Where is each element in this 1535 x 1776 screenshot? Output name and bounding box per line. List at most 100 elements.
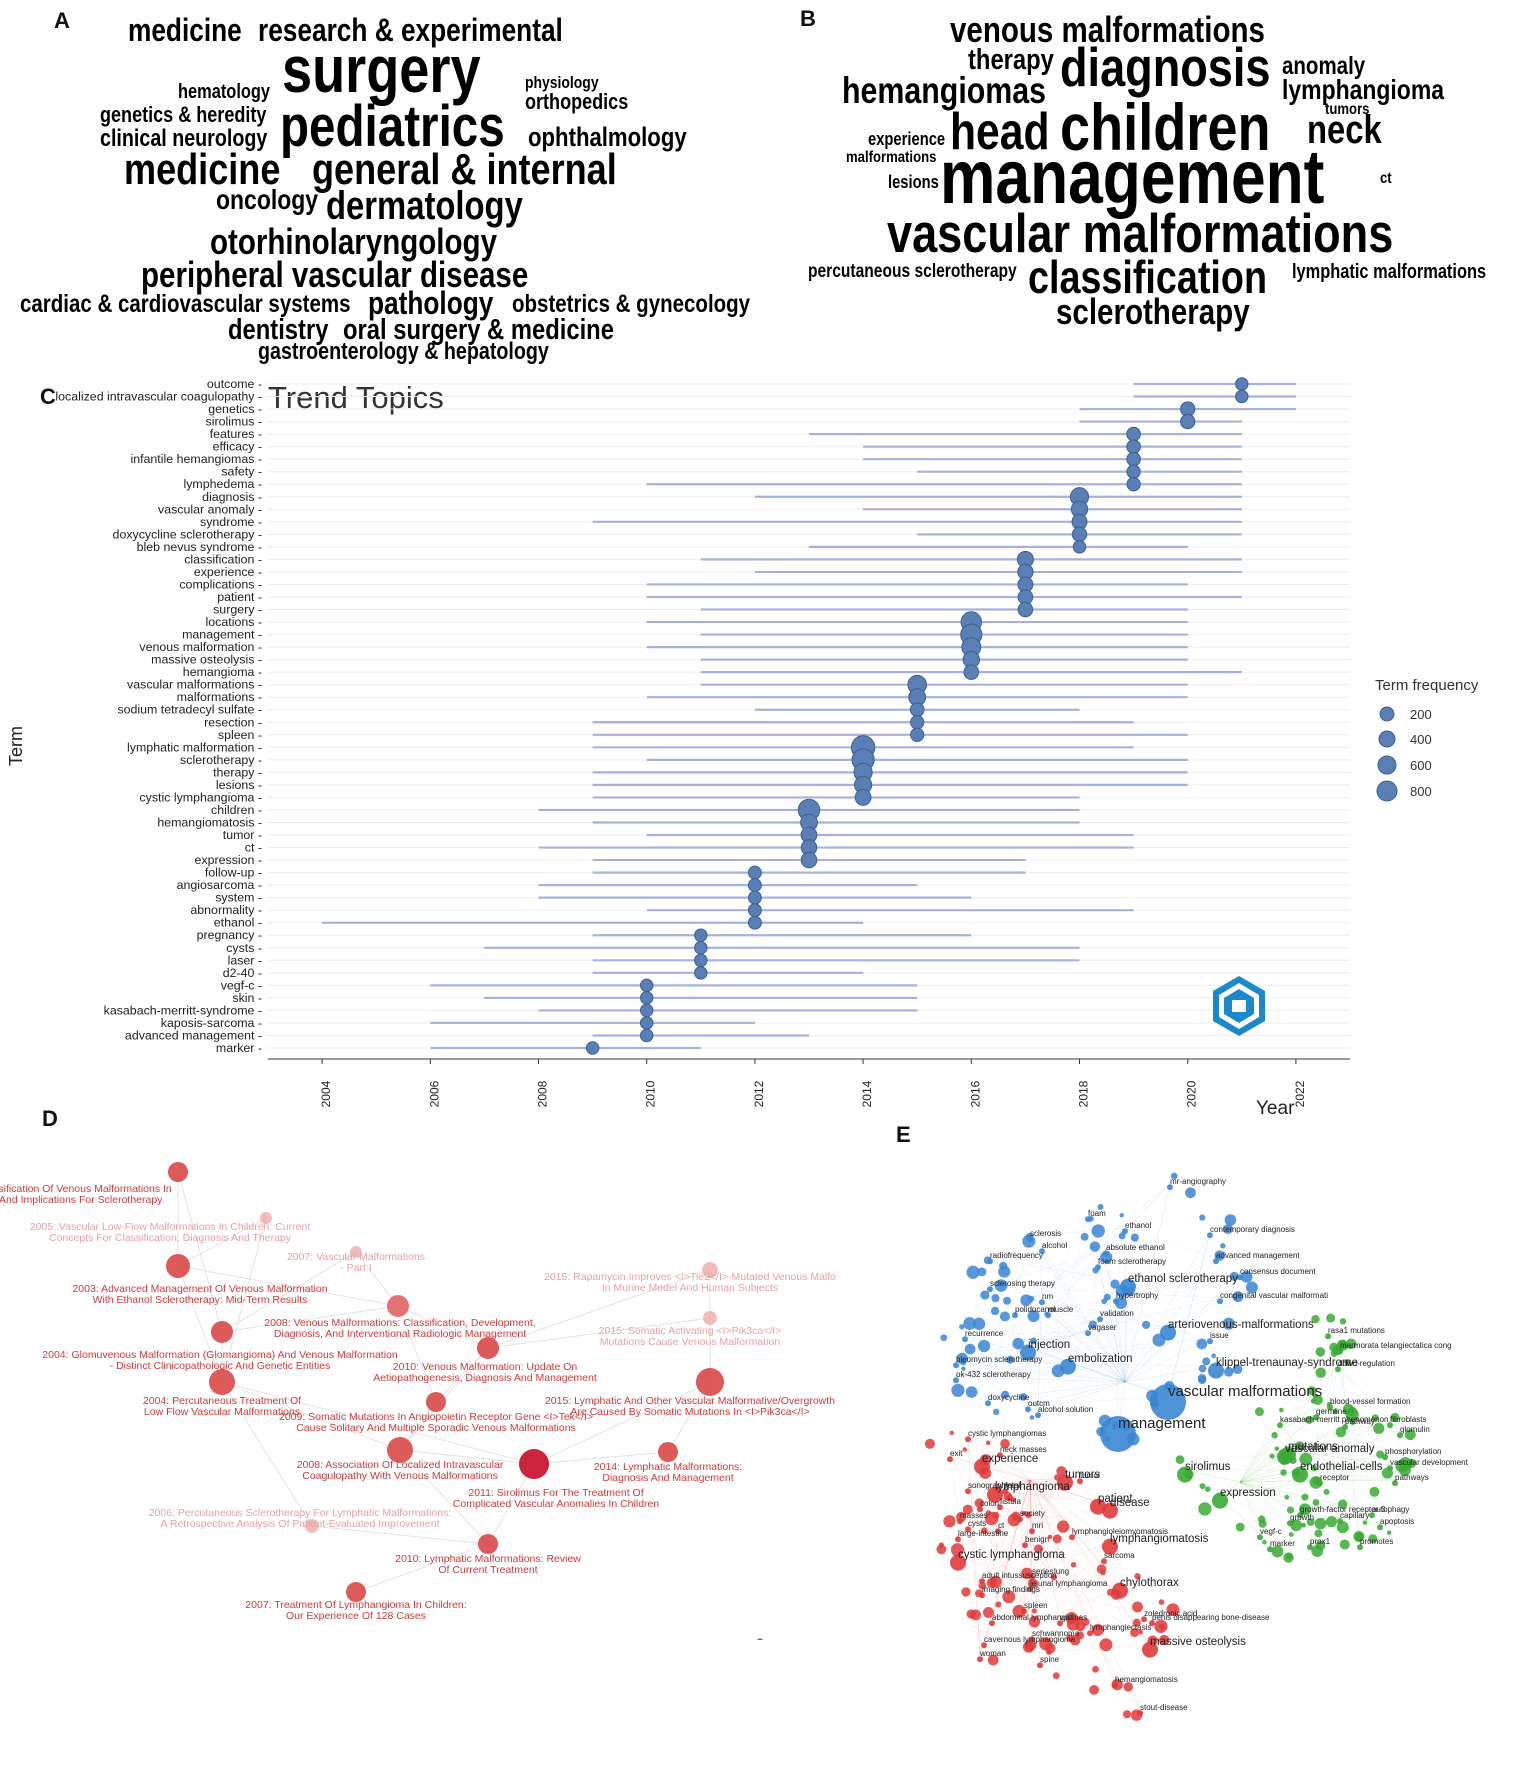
citation-edge: [311, 1525, 489, 1545]
cooccurrence-label: congenital vascular malformati: [1220, 1291, 1328, 1300]
term-label: laser -: [228, 953, 262, 967]
cloud-word: oncology: [216, 184, 319, 215]
cooccurrence-node: [1024, 1638, 1037, 1651]
term-median-dot: [1180, 413, 1196, 430]
cooccurrence-label: stout-disease: [1140, 1703, 1188, 1712]
cooccurrence-edge: [1184, 1449, 1289, 1471]
x-tick-label: 2020: [1185, 1080, 1199, 1107]
cooccurrence-edge: [955, 1376, 1126, 1383]
cooccurrence-edge: [994, 1489, 1055, 1575]
legend-title: Term frequency: [1375, 677, 1479, 694]
cooccurrence-node: [1056, 1466, 1067, 1477]
cooccurrence-node: [962, 1447, 968, 1452]
cooccurrence-edge: [1027, 1315, 1101, 1349]
cooccurrence-label: mutations: [1288, 1441, 1338, 1453]
cooccurrence-node: [1339, 1539, 1350, 1550]
cooccurrence-node: [1039, 1248, 1045, 1255]
term-label: bleb nevus syndrome -: [137, 540, 262, 554]
cooccurrence-edge: [1029, 1479, 1055, 1575]
cooccurrence-edge: [1047, 1273, 1241, 1313]
cooccurrence-node: [1150, 1384, 1186, 1420]
cloud-word: neck: [1307, 108, 1382, 152]
cooccurrence-label: muscle: [1048, 1305, 1074, 1314]
cooccurrence-label: mri: [1032, 1521, 1043, 1530]
cooccurrence-node: [989, 1575, 1002, 1588]
cooccurrence-label: tumor: [1080, 1471, 1101, 1480]
cooccurrence-label: arteriovenous-malformations: [1168, 1319, 1314, 1331]
cooccurrence-label: polidocanol: [1015, 1305, 1056, 1314]
cooccurrence-node: [953, 1377, 959, 1384]
cooccurrence-node: [1237, 1274, 1243, 1281]
term-label: d2-40 -: [223, 966, 262, 980]
term-median-dot: [1235, 389, 1249, 404]
cooccurrence-node: [965, 1488, 971, 1495]
cooccurrence-node: [987, 1286, 993, 1293]
cooccurrence-node: [1102, 1502, 1118, 1519]
citation-node: [658, 1442, 678, 1462]
cooccurrence-edge: [1344, 1423, 1361, 1545]
cooccurrence-node: [1267, 1546, 1273, 1553]
cooccurrence-node: [1387, 1465, 1393, 1472]
citation-node-label: 2008: Venous Malformations: Classificati…: [264, 1317, 535, 1340]
cooccurrence-node: [1332, 1408, 1338, 1415]
cooccurrence-node: [950, 1554, 966, 1571]
cooccurrence-edge: [1239, 1365, 1339, 1483]
citation-node-label: 2011: Sirolimus For The Treatment Of Comp…: [453, 1487, 660, 1510]
cooccurrence-edge: [1124, 1337, 1211, 1383]
cooccurrence-node: [1158, 1599, 1165, 1605]
cooccurrence-node: [977, 1339, 991, 1353]
cooccurrence-node: [1326, 1313, 1336, 1323]
legend-value: 800: [1410, 784, 1432, 799]
citation-edge: [177, 1265, 399, 1307]
term-label: locations -: [206, 615, 262, 629]
cooccurrence-node: [987, 1258, 993, 1265]
term-label: ct -: [245, 841, 262, 855]
cooccurrence-node: [1158, 1623, 1166, 1630]
cooccurrence-edge: [1287, 1449, 1391, 1466]
cooccurrence-node: [1347, 1406, 1357, 1417]
legend-dot-400: [1378, 730, 1396, 748]
cooccurrence-label: lymphangioma: [995, 1481, 1070, 1493]
term-median-dot: [1126, 426, 1141, 442]
citation-node-label: 2003: Advanced Management Of Venous Malf…: [72, 1283, 327, 1306]
cooccurrence-node: [1160, 1324, 1176, 1341]
citation-node: [350, 1246, 362, 1258]
chart-title: Trend Topics: [268, 380, 444, 415]
cooccurrence-node: [1012, 1337, 1025, 1350]
cooccurrence-edge: [1219, 1495, 1361, 1545]
cooccurrence-label: alcohol: [1042, 1241, 1068, 1250]
cooccurrence-node: [1368, 1534, 1378, 1544]
term-label: features -: [210, 427, 262, 441]
cooccurrence-edge: [1239, 1469, 1301, 1483]
cooccurrence-node: [1092, 1665, 1099, 1673]
cooccurrence-node: [1350, 1420, 1355, 1426]
cooccurrence-node: [1344, 1359, 1351, 1366]
cooccurrence-label: cystic lymphangiomas: [968, 1429, 1046, 1438]
cooccurrence-edge: [1004, 1487, 1111, 1543]
cloud-word: venous malformations: [950, 9, 1265, 50]
cooccurrence-node: [1029, 1415, 1035, 1420]
cooccurrence-node: [1280, 1469, 1287, 1476]
cooccurrence-edge: [1029, 1479, 1061, 1621]
cooccurrence-edge: [1124, 1281, 1129, 1383]
cooccurrence-edge: [1219, 1365, 1339, 1497]
cooccurrence-edge: [955, 1298, 1043, 1378]
cooccurrence-node: [1070, 1561, 1077, 1568]
cooccurrence-node: [1046, 1649, 1052, 1655]
cooccurrence-label: lung: [1054, 1567, 1069, 1576]
term-median-dot: [910, 727, 925, 742]
cooccurrence-node: [982, 1606, 994, 1618]
cooccurrence-label: cavernous lymphangioma: [984, 1635, 1076, 1644]
cooccurrence-node: [1292, 1466, 1308, 1483]
cooccurrence-node: [1134, 1573, 1141, 1580]
citation-edge: [399, 1449, 489, 1545]
term-label: sclerotherapy -: [180, 753, 262, 767]
cooccurrence-label: lymphangioleiomyomatosis: [1072, 1527, 1168, 1536]
term-median-dot: [747, 865, 762, 880]
citation-edge: [177, 1217, 267, 1267]
term-median-dot: [909, 702, 925, 718]
cooccurrence-node: [1305, 1415, 1314, 1425]
cooccurrence-node: [1166, 1603, 1180, 1616]
citation-node-label: 2007: Treatment Of Lymphangioma In Child…: [245, 1599, 466, 1622]
cooccurrence-label: spine: [1040, 1655, 1060, 1664]
